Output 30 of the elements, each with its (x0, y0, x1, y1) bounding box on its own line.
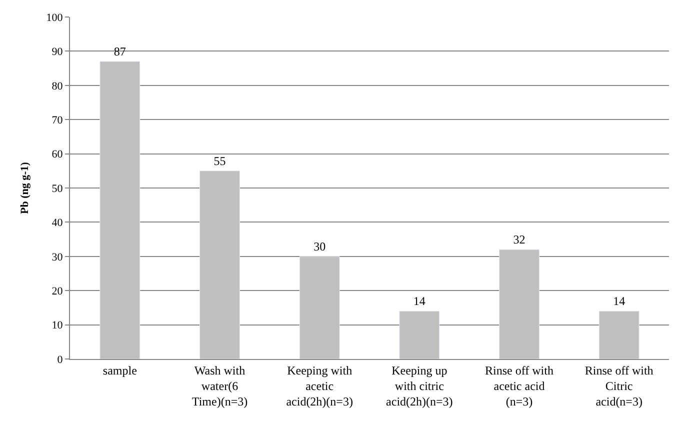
y-tick-label: 30 (52, 251, 64, 264)
data-label: 30 (314, 239, 326, 254)
bar (598, 310, 640, 359)
x-tick-label: Rinse off with Citric acid(n=3) (584, 363, 654, 409)
y-tick-label: 100 (46, 12, 64, 24)
x-tick-label: Rinse off with acetic acid (n=3) (485, 363, 554, 409)
y-tick-label: 70 (52, 114, 64, 126)
bar (499, 249, 540, 359)
data-label: 87 (114, 44, 126, 58)
data-label: 14 (613, 294, 626, 308)
data-label: 55 (214, 154, 226, 168)
y-tick-label: 60 (52, 148, 64, 161)
y-tick-label: 10 (52, 320, 64, 332)
y-axis-title: Pb (ng g-1) (18, 162, 31, 214)
y-tick-label: 0 (57, 354, 64, 366)
x-tick-label: Keeping up with citric acid(2h)(n=3) (386, 363, 453, 409)
x-tick-label: Keeping with acetic acid(2h)(n=3) (286, 363, 353, 409)
bar (399, 310, 440, 359)
x-tick-label: sample (102, 363, 137, 378)
bar (100, 61, 140, 359)
data-label: 32 (513, 232, 526, 247)
y-tick-label: 40 (52, 217, 64, 230)
y-tick-label: 20 (52, 285, 64, 298)
bar (299, 256, 340, 359)
y-tick-label: 90 (52, 46, 64, 58)
y-tick-label: 50 (52, 182, 64, 195)
data-label: 14 (413, 294, 426, 308)
x-tick-label: Wash with water(6 Time)(n=3) (192, 363, 248, 409)
y-tick-label: 80 (52, 80, 64, 92)
bar (200, 170, 240, 359)
